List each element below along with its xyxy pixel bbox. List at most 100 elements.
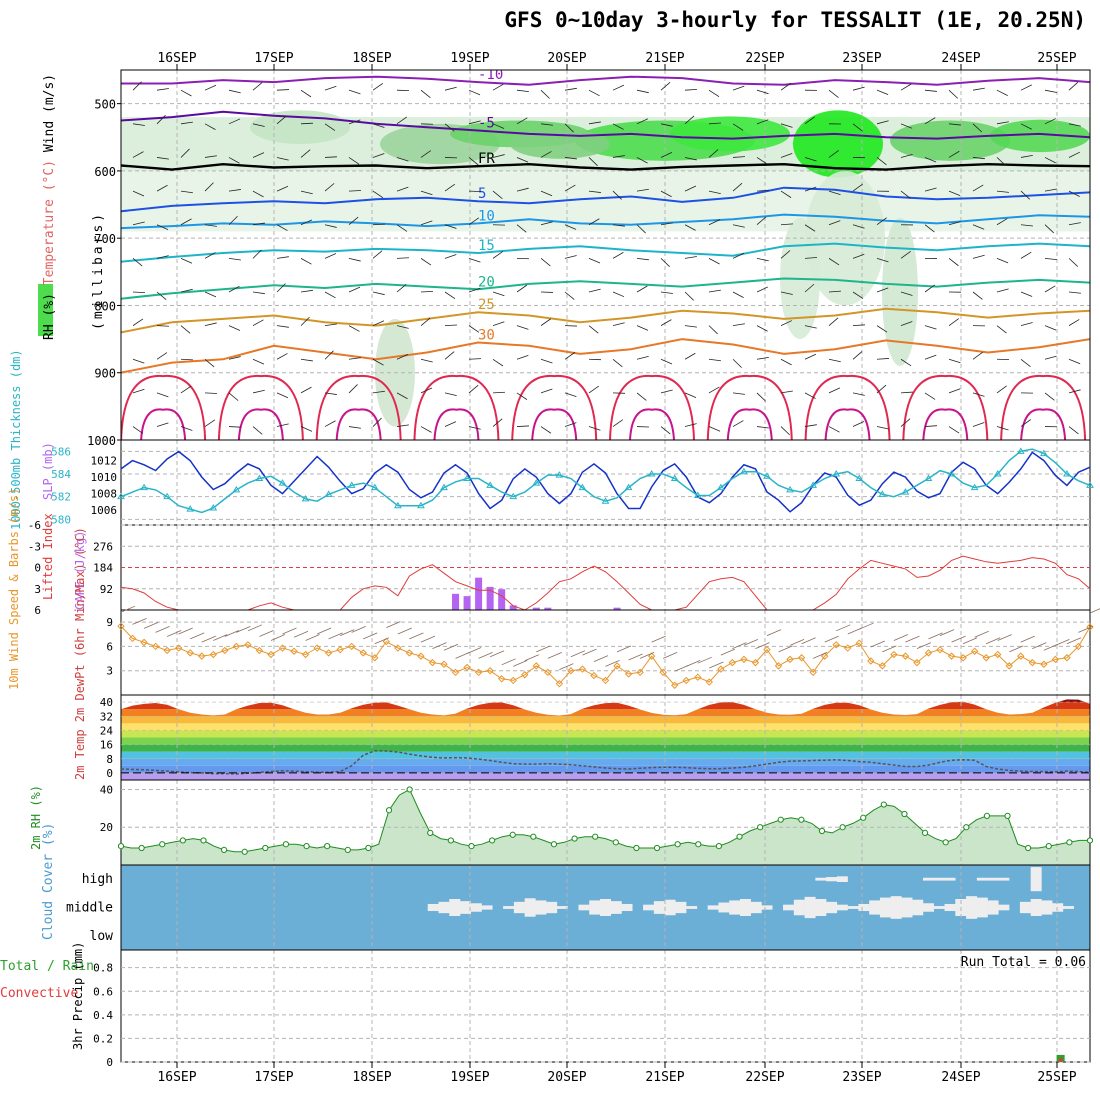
- wind-barb: [516, 89, 529, 93]
- wind-barb: [972, 87, 985, 91]
- wind-barb: [612, 84, 625, 91]
- wind-barb: [756, 286, 769, 293]
- wind-barb: [516, 325, 529, 330]
- wind-barb: [660, 222, 673, 226]
- wind-speed-marker: [313, 644, 321, 652]
- y-tick-label: 6: [106, 640, 113, 653]
- wind-barb: [962, 637, 978, 645]
- wind-barb: [516, 354, 529, 360]
- date-label-top: 25SEP: [1037, 51, 1076, 66]
- rh-marker: [324, 843, 331, 850]
- series-marker: [947, 470, 956, 477]
- cloud-bar: [890, 896, 902, 919]
- wind-barb: [900, 153, 913, 158]
- cloud-bar: [987, 877, 999, 881]
- wind-speed-marker: [601, 676, 610, 685]
- lifted-index-line: [120, 555, 1091, 611]
- series-marker: [647, 470, 656, 477]
- wind-barb: [996, 190, 1009, 193]
- isotherm-15: [121, 242, 1090, 263]
- wind-barb: [282, 627, 297, 635]
- wind-barb: [516, 392, 528, 400]
- wind-barb: [684, 352, 696, 360]
- wind-barb: [876, 89, 889, 96]
- wind-barb: [1044, 392, 1055, 401]
- wind-barb: [444, 224, 457, 229]
- date-label-top: 22SEP: [745, 51, 784, 66]
- wind-barb: [564, 422, 577, 427]
- rh-marker: [385, 807, 393, 814]
- wind-barb: [996, 157, 1007, 166]
- cloud-bar: [470, 903, 482, 912]
- rh-marker: [468, 843, 475, 850]
- wind-barb: [996, 426, 1009, 431]
- rh-marker: [633, 844, 640, 852]
- wind-barb: [204, 358, 215, 368]
- rh-marker: [901, 810, 908, 818]
- wind-barb: [588, 121, 601, 125]
- wind-speed-marker: [497, 675, 506, 683]
- wind-barb: [828, 89, 839, 98]
- wind-barb: [900, 358, 912, 367]
- wind-barb: [836, 624, 851, 632]
- cloud-bar: [858, 903, 870, 912]
- wind-barb: [444, 324, 458, 327]
- wind-barb: [636, 257, 649, 261]
- series-marker: [993, 470, 1002, 477]
- wind-barb: [882, 645, 897, 653]
- cloud-bar: [589, 900, 601, 915]
- cloud-bar: [944, 877, 956, 881]
- wind-barb: [276, 185, 289, 192]
- cloud-bar: [707, 905, 719, 910]
- cloud-bar: [449, 899, 461, 916]
- wind-barb: [396, 424, 409, 427]
- wind-barb: [252, 190, 264, 198]
- wind-barb: [228, 215, 238, 226]
- wind-speed-marker: [832, 641, 840, 649]
- series-marker: [1086, 481, 1094, 488]
- wind-barb: [1044, 224, 1055, 234]
- wind-speed-marker: [578, 665, 587, 673]
- wind-barb: [180, 190, 193, 194]
- wind-barb: [756, 89, 769, 95]
- wind-barb: [293, 630, 309, 638]
- wind-barb: [924, 157, 937, 163]
- wind-speed-line: [120, 625, 1091, 686]
- wind-speed-marker: [128, 634, 137, 643]
- wind-speed-marker: [174, 644, 183, 652]
- y-axis-label-part: Wind (m/s): [42, 74, 57, 152]
- cloud-bar: [718, 902, 730, 913]
- wind-speed-marker: [786, 655, 794, 664]
- wind-barb: [132, 81, 142, 91]
- wind-barb: [780, 291, 793, 295]
- y-tick-label: 40: [100, 783, 113, 796]
- series-marker: [855, 474, 864, 482]
- wind-barb: [852, 392, 865, 396]
- isotherm-20: [121, 277, 1090, 300]
- wind-barb: [924, 224, 935, 233]
- wind-speed-marker: [982, 654, 990, 662]
- wind-barb: [732, 291, 744, 298]
- wind-barb: [132, 190, 145, 197]
- series-marker: [163, 492, 172, 500]
- cloud-bar: [556, 906, 568, 909]
- wind-barb: [443, 643, 459, 651]
- wind-barb: [348, 286, 361, 293]
- wind-barb: [852, 123, 863, 132]
- wind-barb: [132, 617, 147, 625]
- wind-barb: [324, 323, 337, 327]
- series-marker: [370, 483, 379, 491]
- wind-barb: [593, 655, 609, 662]
- date-label-top: 21SEP: [645, 51, 684, 66]
- wind-speed-marker: [1063, 654, 1071, 662]
- wind-barb: [732, 420, 744, 427]
- wind-barb: [536, 645, 551, 653]
- cape-bar: [498, 589, 506, 610]
- rh-marker: [427, 829, 434, 836]
- wind-barb: [180, 121, 193, 125]
- wind-barb: [300, 358, 313, 362]
- wind-speed-marker: [151, 642, 160, 651]
- wind-speed-marker: [994, 650, 1002, 659]
- cloud-bar: [438, 901, 450, 914]
- wind-barb: [224, 630, 239, 637]
